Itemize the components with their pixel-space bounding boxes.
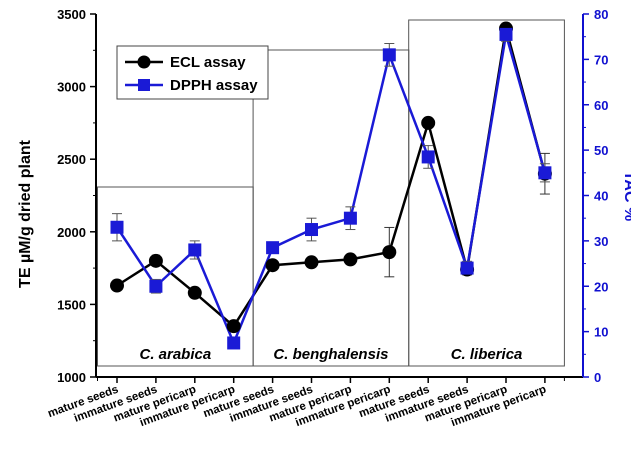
legend-ecl-marker xyxy=(137,55,151,69)
dpph-point xyxy=(305,223,318,237)
dpph-point xyxy=(149,279,163,293)
ecl-point xyxy=(110,278,124,293)
y2-tick-label: 30 xyxy=(594,234,608,249)
y2-tick-label: 20 xyxy=(594,279,608,294)
legend-dpph-marker xyxy=(138,79,150,91)
y2-tick-label: 50 xyxy=(594,143,608,158)
dpph-point xyxy=(538,166,552,180)
ecl-point xyxy=(382,245,397,260)
y-tick-label: 1500 xyxy=(57,297,86,312)
y-tick-label: 3500 xyxy=(57,7,86,22)
dpph-point xyxy=(460,261,474,275)
dpph-point xyxy=(188,243,202,257)
y-axis-title: TE µM/g dried plant xyxy=(17,139,34,288)
ecl-point xyxy=(421,115,436,130)
dpph-point xyxy=(266,241,280,255)
legend: ECL assay DPPH assay xyxy=(116,45,269,100)
y2-tick-label: 0 xyxy=(594,370,601,385)
right-axis-ticks: 0 10 20 30 40 50 60 70 80 xyxy=(583,7,608,385)
y-tick-label: 2500 xyxy=(57,152,86,167)
y2-tick-label: 10 xyxy=(594,325,608,340)
legend-dpph-label: DPPH assay xyxy=(170,77,258,94)
y2-tick-label: 60 xyxy=(594,98,608,113)
dpph-point xyxy=(382,48,396,62)
left-axis-ticks: 1000 1500 2000 2500 3000 3500 xyxy=(57,7,96,385)
group-label: C. benghalensis xyxy=(273,346,388,363)
dpph-point xyxy=(227,336,241,350)
dpph-point xyxy=(499,27,513,41)
legend-ecl-label: ECL assay xyxy=(170,54,246,71)
y2-tick-label: 40 xyxy=(594,189,608,204)
y2-tick-label: 80 xyxy=(594,7,608,22)
ecl-point xyxy=(265,258,280,273)
y2-axis-title: TAC % xyxy=(621,171,631,221)
ecl-point xyxy=(148,253,163,268)
group-box xyxy=(408,19,565,367)
series-markers xyxy=(110,21,552,350)
group-box xyxy=(252,49,410,367)
ecl-point xyxy=(304,255,319,270)
y-tick-label: 2000 xyxy=(57,225,86,240)
ecl-point xyxy=(187,285,202,300)
y-tick-label: 1000 xyxy=(57,370,86,385)
group-label: C. arabica xyxy=(139,346,211,363)
group-boxes: C. arabica C. benghalensis C. liberica xyxy=(97,19,565,367)
dpph-point xyxy=(110,220,124,234)
dpph-point xyxy=(421,150,435,164)
group-label: C. liberica xyxy=(451,346,523,363)
dpph-point xyxy=(343,211,357,225)
ecl-point xyxy=(343,252,358,267)
y2-tick-label: 70 xyxy=(594,52,608,67)
ecl-point xyxy=(226,319,241,334)
y-tick-label: 3000 xyxy=(57,80,86,95)
